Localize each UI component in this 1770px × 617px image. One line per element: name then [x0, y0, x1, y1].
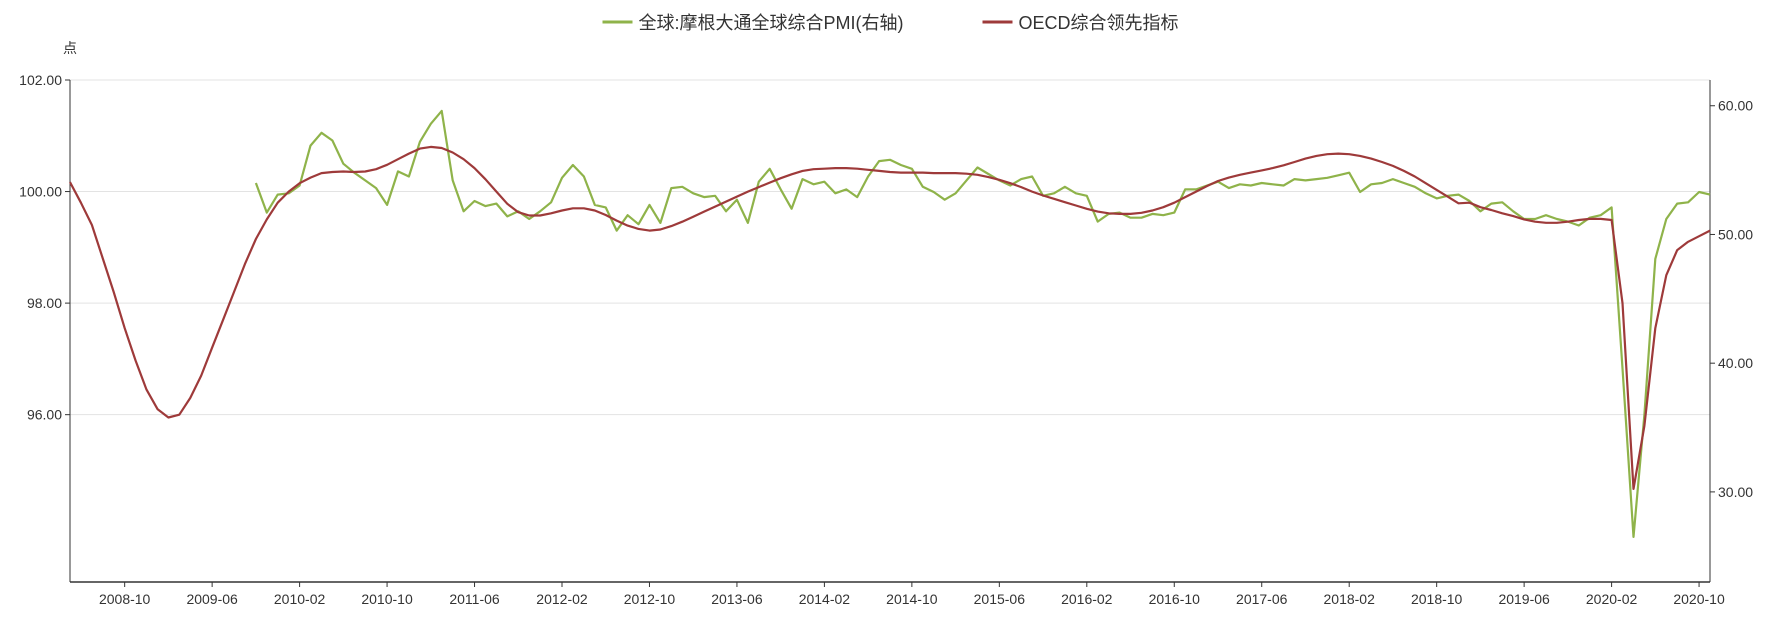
legend-label: 全球:摩根大通全球综合PMI(右轴) [639, 13, 904, 33]
left-axis-unit-label: 点 [63, 40, 77, 56]
left-tick-label: 98.00 [27, 295, 62, 311]
x-tick-label: 2020-02 [1586, 591, 1638, 607]
x-tick-label: 2016-02 [1061, 591, 1113, 607]
x-tick-label: 2020-10 [1673, 591, 1725, 607]
right-tick-label: 60.00 [1718, 98, 1753, 114]
x-tick-label: 2012-10 [624, 591, 676, 607]
x-tick-label: 2011-06 [449, 591, 500, 607]
x-tick-label: 2008-10 [99, 591, 151, 607]
left-tick-label: 102.00 [19, 72, 62, 88]
legend[interactable]: 全球:摩根大通全球综合PMI(右轴) OECD综合领先指标 [602, 13, 1179, 33]
x-tick-label: 2018-02 [1324, 591, 1376, 607]
left-tick-label: 96.00 [27, 407, 62, 423]
x-tick-label: 2013-06 [711, 591, 763, 607]
x-tick-label: 2014-10 [886, 591, 938, 607]
legend-item-2[interactable]: OECD综合领先指标 [982, 13, 1179, 33]
axes: 96.00 98.00 100.00 102.00 30.00 40.00 50.00 60.… [19, 40, 1753, 607]
gridlines [70, 79, 1710, 416]
x-tick-label: 2010-02 [274, 591, 326, 607]
x-tick-label: 2019-06 [1498, 591, 1550, 607]
series-line-2 [69, 145, 1711, 490]
series-points-1 [256, 111, 1710, 537]
series [69, 109, 1711, 538]
x-tick-label: 2012-02 [536, 591, 588, 607]
x-tick-label: 2018-10 [1411, 591, 1463, 607]
series-line-1 [254, 109, 1711, 538]
x-tick-label: 2017-06 [1236, 591, 1288, 607]
legend-item-1[interactable]: 全球:摩根大通全球综合PMI(右轴) [602, 13, 904, 33]
x-tick-label: 2009-06 [186, 591, 238, 607]
right-tick-label: 50.00 [1718, 226, 1753, 242]
legend-label: OECD综合领先指标 [1019, 13, 1179, 33]
left-tick-label: 100.00 [19, 184, 62, 200]
x-tick-label: 2014-02 [799, 591, 851, 607]
x-tick-label: 2016-10 [1149, 591, 1201, 607]
x-tick-label: 2010-10 [361, 591, 413, 607]
right-tick-label: 40.00 [1718, 355, 1753, 371]
x-tick-label: 2015-06 [974, 591, 1026, 607]
right-tick-label: 30.00 [1718, 484, 1753, 500]
